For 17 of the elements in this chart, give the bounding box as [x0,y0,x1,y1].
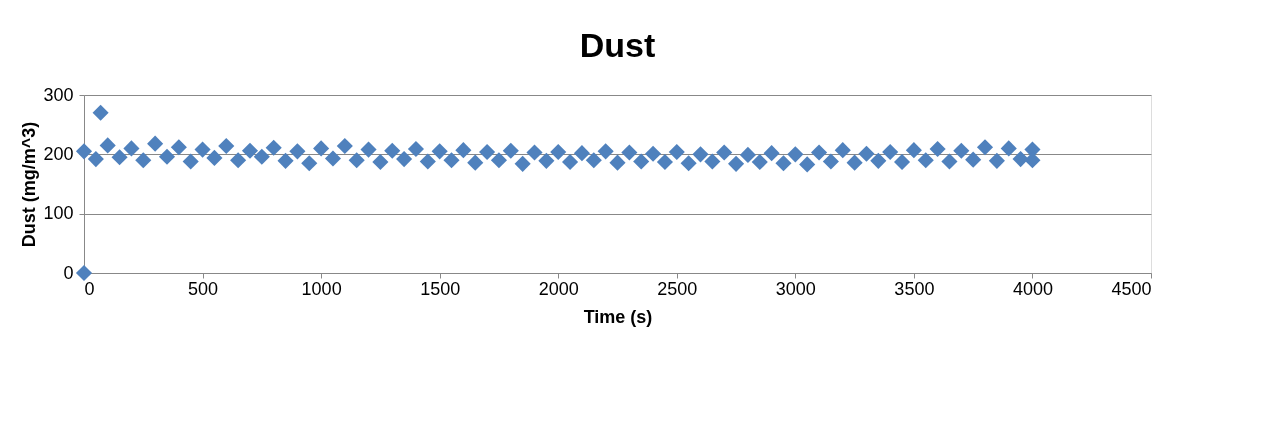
y-axis-title: Dust (mg/m^3) [19,121,40,248]
y-tick-label: 0 [63,262,74,283]
x-tick-label: 500 [188,278,219,299]
x-tick-label: 1500 [420,278,461,299]
y-tick-label: 300 [43,84,74,105]
x-tick-label: 3500 [894,278,935,299]
x-tick-label: 2000 [538,278,579,299]
x-tick-label: 4000 [1012,278,1053,299]
y-tick-label: 200 [43,143,74,164]
y-tick-label: 100 [43,203,74,224]
x-tick-label: 3000 [775,278,816,299]
x-tick-label: 2500 [657,278,698,299]
chart-title: Dust [579,26,656,64]
x-tick-label: 0 [84,278,95,299]
x-tick-label: 4500 [1111,278,1152,299]
x-tick-label: 1000 [301,278,342,299]
x-axis-title: Time (s) [583,306,653,327]
